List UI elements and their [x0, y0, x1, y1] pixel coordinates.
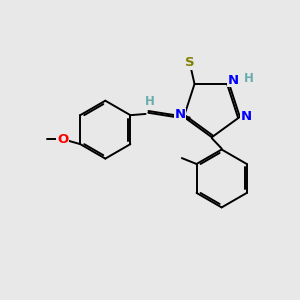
Text: S: S — [185, 56, 194, 69]
Text: H: H — [244, 72, 254, 85]
Text: N: N — [241, 110, 252, 123]
Text: N: N — [174, 108, 185, 122]
Text: N: N — [227, 74, 239, 86]
Text: O: O — [57, 133, 68, 146]
Text: H: H — [145, 95, 154, 108]
